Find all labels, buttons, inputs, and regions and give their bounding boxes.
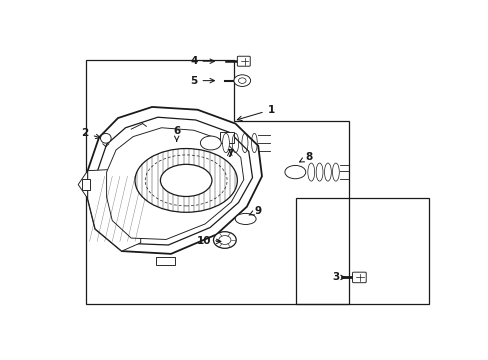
Text: 6: 6 <box>173 126 180 141</box>
Text: 5: 5 <box>190 76 214 86</box>
Text: 10: 10 <box>196 237 221 246</box>
Ellipse shape <box>160 164 211 197</box>
Ellipse shape <box>222 133 229 153</box>
Polygon shape <box>87 169 141 251</box>
Ellipse shape <box>307 163 314 181</box>
FancyBboxPatch shape <box>237 56 250 66</box>
Ellipse shape <box>200 136 221 150</box>
Ellipse shape <box>233 75 250 86</box>
Text: 9: 9 <box>248 206 261 216</box>
Polygon shape <box>78 171 87 198</box>
FancyBboxPatch shape <box>82 179 90 190</box>
FancyBboxPatch shape <box>352 272 366 283</box>
Ellipse shape <box>135 149 237 212</box>
Text: 4: 4 <box>190 56 214 66</box>
Polygon shape <box>97 117 252 245</box>
Text: 3: 3 <box>331 273 345 283</box>
Ellipse shape <box>101 134 111 143</box>
FancyBboxPatch shape <box>156 257 175 265</box>
Ellipse shape <box>235 213 256 225</box>
Text: 1: 1 <box>237 105 274 121</box>
Polygon shape <box>106 128 244 239</box>
Polygon shape <box>87 107 262 254</box>
Text: 8: 8 <box>299 152 312 162</box>
Text: 7: 7 <box>225 149 233 159</box>
Ellipse shape <box>285 166 305 179</box>
FancyBboxPatch shape <box>220 132 233 143</box>
Text: 2: 2 <box>81 128 100 139</box>
Circle shape <box>213 232 236 248</box>
